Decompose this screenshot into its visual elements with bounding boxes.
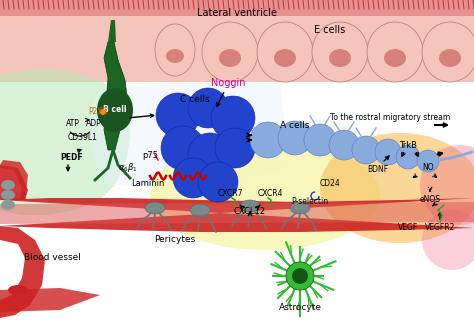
Text: CXCL12: CXCL12 [234,207,266,216]
Circle shape [417,150,439,172]
Polygon shape [0,165,28,200]
Ellipse shape [420,145,474,225]
Text: Noggin: Noggin [211,78,245,88]
Ellipse shape [422,210,474,270]
Polygon shape [0,160,28,200]
Text: PEDF: PEDF [60,153,82,162]
Ellipse shape [97,88,133,132]
Ellipse shape [422,22,474,82]
Text: A cells: A cells [280,120,310,129]
Text: NO: NO [422,163,434,172]
Ellipse shape [150,140,380,250]
Polygon shape [0,202,474,224]
Ellipse shape [384,49,406,67]
Ellipse shape [240,200,260,212]
Text: eNOS: eNOS [419,195,440,204]
Text: BDNF: BDNF [367,166,389,175]
Ellipse shape [1,190,15,200]
Ellipse shape [312,22,368,82]
Circle shape [188,88,228,128]
Text: VEGF: VEGF [398,223,418,232]
Text: ADP: ADP [86,119,102,128]
Ellipse shape [145,202,165,214]
Circle shape [278,121,312,155]
Polygon shape [0,0,474,16]
Ellipse shape [1,180,15,190]
Circle shape [250,122,286,158]
Polygon shape [0,198,474,232]
Circle shape [100,109,106,115]
Polygon shape [0,226,45,318]
Circle shape [188,133,232,177]
Text: Blood vessel: Blood vessel [24,254,81,263]
Polygon shape [0,0,474,82]
Circle shape [215,128,255,168]
Circle shape [286,262,314,290]
Text: CD39L1: CD39L1 [68,133,98,142]
Circle shape [304,124,336,156]
Polygon shape [90,82,285,185]
Text: P-selectin: P-selectin [292,197,328,206]
Polygon shape [0,68,130,215]
Circle shape [352,136,380,164]
Circle shape [375,139,401,165]
Circle shape [329,130,359,160]
Polygon shape [0,288,100,312]
Text: TrkB: TrkB [399,141,417,150]
Ellipse shape [439,49,461,67]
Circle shape [396,145,420,169]
Text: E cells: E cells [314,25,346,35]
Ellipse shape [257,22,313,82]
Text: P2YR: P2YR [88,108,108,117]
Ellipse shape [190,204,210,216]
Circle shape [292,268,308,284]
Text: ATP: ATP [66,119,80,128]
Circle shape [161,126,205,170]
Text: Astrocyte: Astrocyte [279,303,321,313]
Ellipse shape [166,49,184,63]
Ellipse shape [8,285,28,295]
Text: Laminin: Laminin [131,178,164,187]
Text: C cells: C cells [180,96,210,105]
Polygon shape [108,20,116,42]
Polygon shape [0,168,22,198]
Ellipse shape [320,133,474,243]
Polygon shape [104,42,128,150]
Text: VEGFR2: VEGFR2 [425,223,455,232]
Ellipse shape [367,22,423,82]
Ellipse shape [155,24,195,76]
Circle shape [173,158,213,198]
Ellipse shape [290,202,310,214]
Text: Lateral ventricle: Lateral ventricle [197,8,277,18]
Text: CD24: CD24 [319,178,340,187]
Ellipse shape [1,200,15,210]
Ellipse shape [329,49,351,67]
Ellipse shape [219,49,241,67]
Circle shape [211,96,255,140]
Circle shape [198,162,238,202]
Circle shape [156,93,200,137]
Text: p75: p75 [142,151,158,160]
Ellipse shape [274,49,296,67]
Text: $\alpha_6\beta_1$: $\alpha_6\beta_1$ [118,161,138,175]
Text: B cell: B cell [103,106,127,115]
Ellipse shape [202,22,258,82]
Text: To the rostral migratory stream: To the rostral migratory stream [330,114,450,123]
Text: CXCR7: CXCR7 [217,188,243,197]
Text: Pericytes: Pericytes [155,236,196,245]
Text: CXCR4: CXCR4 [257,188,283,197]
